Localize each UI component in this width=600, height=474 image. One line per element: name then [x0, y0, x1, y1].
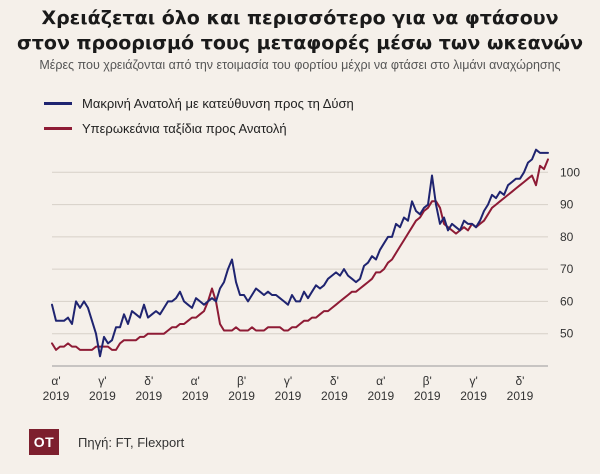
chart-subtitle: Μέρες που χρειάζονται από την ετοιμασία …: [39, 58, 561, 72]
legend-swatch-series-2: [44, 127, 72, 130]
x-tick-label-top-1: γ': [98, 374, 106, 388]
series-line-2: [51, 158, 549, 351]
x-tick-label-bottom-0: 2019: [43, 389, 70, 403]
legend-entry-series-1: Μακρινή Ανατολή με κατεύθυνση προς τη Δύ…: [44, 96, 354, 111]
x-tick-label-bottom-2: 2019: [135, 389, 162, 403]
x-tick-label-top-8: β': [423, 374, 432, 388]
title-line-2: στον προορισμό τους μεταφορές μέσω των ω…: [16, 32, 584, 54]
page-title: Χρειάζεται όλο και περισσότερο για να φτ…: [0, 6, 600, 56]
x-tick-label-top-5: γ': [284, 374, 292, 388]
x-tick-label-bottom-5: 2019: [275, 389, 302, 403]
ot-logo: OT: [29, 429, 59, 455]
x-tick-label-top-0: α': [51, 374, 60, 388]
y-tick-label-50: 50: [560, 327, 574, 341]
title-line-1: Χρειάζεται όλο και περισσότερο για να φτ…: [41, 7, 559, 29]
legend-swatch-series-1: [44, 102, 72, 105]
x-tick-label-bottom-4: 2019: [228, 389, 255, 403]
x-tick-label-bottom-6: 2019: [321, 389, 348, 403]
x-tick-label-bottom-1: 2019: [89, 389, 116, 403]
x-tick-label-bottom-10: 2019: [507, 389, 534, 403]
legend-label-series-1: Μακρινή Ανατολή με κατεύθυνση προς τη Δύ…: [82, 96, 354, 111]
y-tick-label-90: 90: [560, 198, 574, 212]
x-tick-label-bottom-3: 2019: [182, 389, 209, 403]
legend-label-series-2: Υπερωκεάνια ταξίδια προς Ανατολή: [82, 121, 287, 136]
x-tick-label-top-3: α': [191, 374, 200, 388]
series-line-1: [51, 148, 549, 358]
x-tick-label-top-7: α': [376, 374, 385, 388]
x-tick-label-bottom-7: 2019: [367, 389, 394, 403]
x-tick-label-bottom-8: 2019: [414, 389, 441, 403]
x-tick-label-top-9: γ': [469, 374, 477, 388]
y-tick-label-70: 70: [560, 262, 574, 276]
x-tick-label-top-4: β': [237, 374, 246, 388]
legend-entry-series-2: Υπερωκεάνια ταξίδια προς Ανατολή: [44, 121, 287, 136]
source-note: Πηγή: FT, Flexport: [78, 435, 185, 450]
y-tick-label-60: 60: [560, 294, 574, 308]
x-tick-label-top-10: δ': [516, 374, 525, 388]
x-tick-label-top-2: δ': [144, 374, 153, 388]
x-tick-label-bottom-9: 2019: [460, 389, 487, 403]
y-tick-label-100: 100: [560, 165, 580, 179]
y-tick-label-80: 80: [560, 230, 574, 244]
x-tick-label-top-6: δ': [330, 374, 339, 388]
